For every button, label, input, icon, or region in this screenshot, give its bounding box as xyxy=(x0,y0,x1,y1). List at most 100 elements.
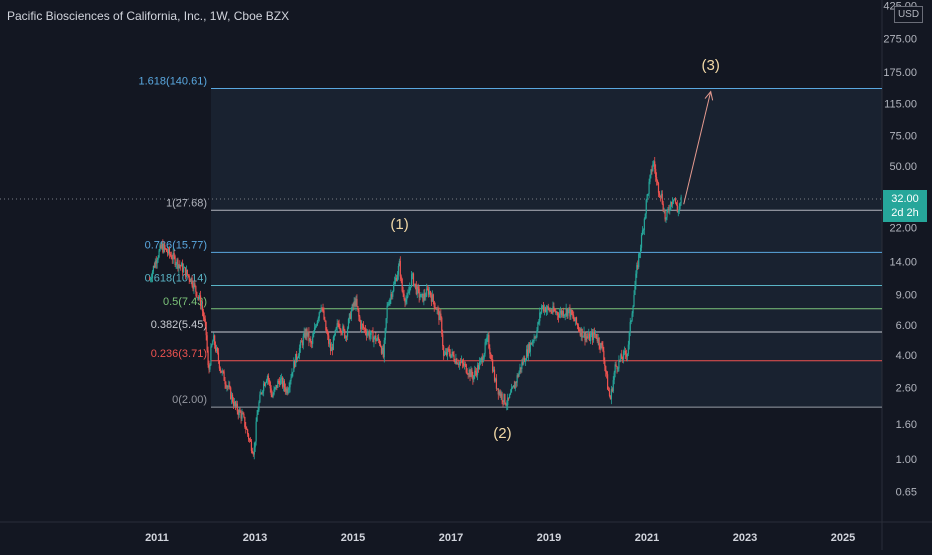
candle-body xyxy=(224,380,226,385)
candle-body xyxy=(230,387,232,399)
candle-body xyxy=(250,441,253,451)
candle-body xyxy=(196,291,198,298)
candle-body xyxy=(672,199,675,202)
candle-body xyxy=(648,181,650,194)
candle-body xyxy=(344,329,346,338)
candle-body xyxy=(164,244,166,249)
candle-body xyxy=(443,354,446,356)
candle-body xyxy=(590,332,593,335)
candle-body xyxy=(549,310,551,312)
candle-body xyxy=(396,274,399,281)
projection-arrow[interactable] xyxy=(683,90,714,205)
candle-body xyxy=(614,364,616,373)
candle-body xyxy=(491,359,493,360)
candle-body xyxy=(330,347,333,352)
candle-body xyxy=(317,317,319,321)
candle-body xyxy=(288,387,290,390)
candle-body xyxy=(390,294,392,299)
projection-arrowhead xyxy=(704,90,714,101)
candle-body xyxy=(671,201,673,205)
candle-body xyxy=(259,394,261,403)
candle-body xyxy=(631,313,633,321)
candle-body xyxy=(438,309,440,321)
candle-body xyxy=(329,343,331,345)
candle-body xyxy=(362,324,364,326)
candle-body xyxy=(394,277,397,282)
candle-body xyxy=(436,308,438,310)
fib-level-label: 0.786(15.77) xyxy=(145,239,207,251)
candle-body xyxy=(660,193,662,198)
candle-body xyxy=(522,362,524,364)
candle-body xyxy=(638,254,640,268)
candle-body xyxy=(447,348,449,350)
candle-body xyxy=(416,286,418,295)
candle-body xyxy=(662,203,664,212)
candle-body xyxy=(163,244,165,253)
candle-body xyxy=(468,369,470,375)
currency-label[interactable]: USD xyxy=(894,6,923,23)
candle-body xyxy=(240,412,242,419)
candle-body xyxy=(677,211,679,213)
candle-body xyxy=(526,349,529,357)
candle-body xyxy=(656,176,658,181)
candle-body xyxy=(659,195,661,198)
candle-body xyxy=(432,294,434,302)
candle-body xyxy=(409,287,411,292)
time-tick-label: 2023 xyxy=(733,532,757,544)
candle-body xyxy=(314,326,317,328)
candle-body xyxy=(337,323,339,325)
candle-body xyxy=(525,360,527,362)
projection-line[interactable] xyxy=(683,91,712,205)
candle-body xyxy=(542,305,545,311)
candle-body xyxy=(448,349,450,354)
candle-body xyxy=(391,294,393,297)
candle-body xyxy=(267,376,269,380)
candle-body xyxy=(587,337,589,339)
fib-level-label: 0.5(7.43) xyxy=(163,296,207,308)
candle-body xyxy=(366,333,368,336)
candle-body xyxy=(229,385,231,388)
price-tick-label: 4.00 xyxy=(896,350,917,362)
candle-body xyxy=(356,298,358,307)
candle-body xyxy=(625,354,628,357)
candle-body xyxy=(493,369,496,381)
candle-body xyxy=(643,218,645,230)
candle-body xyxy=(512,385,514,388)
candle-body xyxy=(639,247,642,253)
candle-body xyxy=(160,245,162,249)
candle-body xyxy=(213,335,215,342)
wave-label[interactable]: (1) xyxy=(390,216,408,233)
candle-body xyxy=(504,394,506,404)
candle-body xyxy=(564,314,566,316)
candle-body xyxy=(214,335,216,346)
candle-body xyxy=(449,353,451,358)
candle-body xyxy=(568,307,570,310)
time-axis[interactable]: 2011 2013 2015 2017 2019 2021 2023 2025 xyxy=(145,532,855,544)
candle-body xyxy=(612,380,614,392)
candle-body xyxy=(463,364,465,366)
price-tick-label: 0.65 xyxy=(896,486,917,498)
candle-body xyxy=(378,337,380,341)
wave-label[interactable]: (3) xyxy=(702,57,720,74)
candle-body xyxy=(519,367,521,372)
candle-body xyxy=(166,248,168,252)
wave-label[interactable]: (2) xyxy=(493,425,511,442)
wave-labels: (1) (2) (3) xyxy=(390,57,719,442)
candle-body xyxy=(157,257,159,260)
candle-body xyxy=(658,192,661,196)
candle-body xyxy=(373,337,375,343)
candle-body xyxy=(418,288,420,298)
candle-body xyxy=(367,331,369,334)
candle-body xyxy=(241,413,243,419)
candle-body xyxy=(546,306,548,310)
candle-body xyxy=(347,318,350,329)
candle-body xyxy=(450,354,452,358)
candle-body xyxy=(570,309,572,317)
candle-body xyxy=(529,342,531,352)
candle-body xyxy=(222,370,224,372)
candle-body xyxy=(335,327,337,331)
candle-body xyxy=(404,298,406,303)
candle-body xyxy=(321,307,323,309)
